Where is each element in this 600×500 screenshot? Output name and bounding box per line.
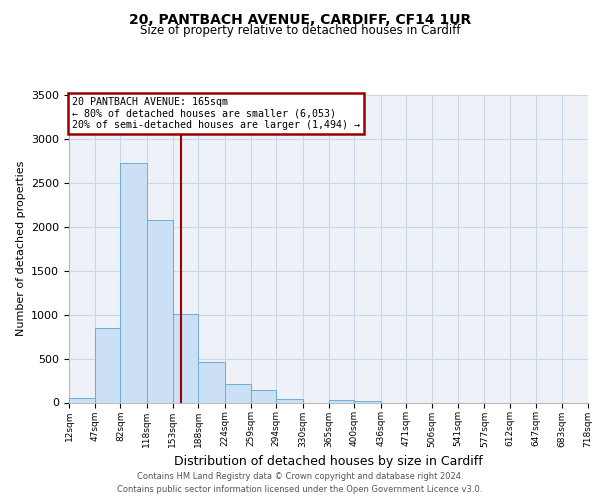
Bar [277, 398, 303, 402]
Text: 20 PANTBACH AVENUE: 165sqm
← 80% of detached houses are smaller (6,053)
20% of s: 20 PANTBACH AVENUE: 165sqm ← 80% of deta… [71, 96, 359, 130]
Bar [251, 390, 277, 402]
Bar [121, 162, 147, 402]
Bar [69, 398, 95, 402]
Bar [354, 400, 380, 402]
Bar [329, 400, 354, 402]
X-axis label: Distribution of detached houses by size in Cardiff: Distribution of detached houses by size … [174, 455, 483, 468]
Bar [147, 220, 173, 402]
Text: 20, PANTBACH AVENUE, CARDIFF, CF14 1UR: 20, PANTBACH AVENUE, CARDIFF, CF14 1UR [129, 12, 471, 26]
Text: Contains HM Land Registry data © Crown copyright and database right 2024.: Contains HM Land Registry data © Crown c… [137, 472, 463, 481]
Bar [173, 314, 199, 402]
Bar [199, 362, 225, 403]
Text: Contains public sector information licensed under the Open Government Licence v3: Contains public sector information licen… [118, 485, 482, 494]
Text: Size of property relative to detached houses in Cardiff: Size of property relative to detached ho… [140, 24, 460, 37]
Y-axis label: Number of detached properties: Number of detached properties [16, 161, 26, 336]
Bar [225, 384, 251, 402]
Bar [95, 328, 121, 402]
